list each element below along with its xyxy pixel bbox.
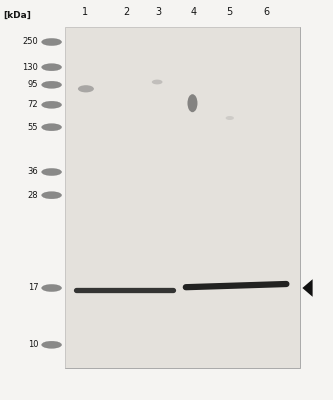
Bar — [65, 27, 300, 368]
Text: 55: 55 — [28, 123, 38, 132]
Text: 4: 4 — [190, 7, 196, 17]
Text: 250: 250 — [23, 38, 38, 46]
Ellipse shape — [187, 94, 197, 112]
Text: 1: 1 — [82, 7, 88, 17]
Text: 10: 10 — [28, 340, 38, 349]
Text: 72: 72 — [28, 100, 38, 109]
Text: [kDa]: [kDa] — [3, 11, 31, 20]
Polygon shape — [302, 279, 313, 297]
Ellipse shape — [42, 168, 62, 176]
Ellipse shape — [42, 284, 62, 292]
Ellipse shape — [42, 101, 62, 108]
Ellipse shape — [42, 38, 62, 46]
Text: 95: 95 — [28, 80, 38, 89]
Ellipse shape — [42, 124, 62, 131]
Ellipse shape — [226, 116, 234, 120]
Text: 130: 130 — [22, 63, 38, 72]
Ellipse shape — [152, 80, 163, 84]
Ellipse shape — [78, 85, 94, 92]
Text: 5: 5 — [227, 7, 233, 17]
Text: 6: 6 — [263, 7, 269, 17]
Text: 28: 28 — [28, 191, 38, 200]
Text: 17: 17 — [28, 284, 38, 292]
Ellipse shape — [42, 192, 62, 199]
Ellipse shape — [42, 81, 62, 88]
Ellipse shape — [42, 64, 62, 71]
Text: 36: 36 — [28, 168, 38, 176]
Bar — [65, 27, 300, 368]
Text: 2: 2 — [124, 7, 130, 17]
Bar — [65, 27, 300, 368]
Bar — [65, 27, 300, 368]
Ellipse shape — [42, 341, 62, 348]
Text: 3: 3 — [155, 7, 161, 17]
